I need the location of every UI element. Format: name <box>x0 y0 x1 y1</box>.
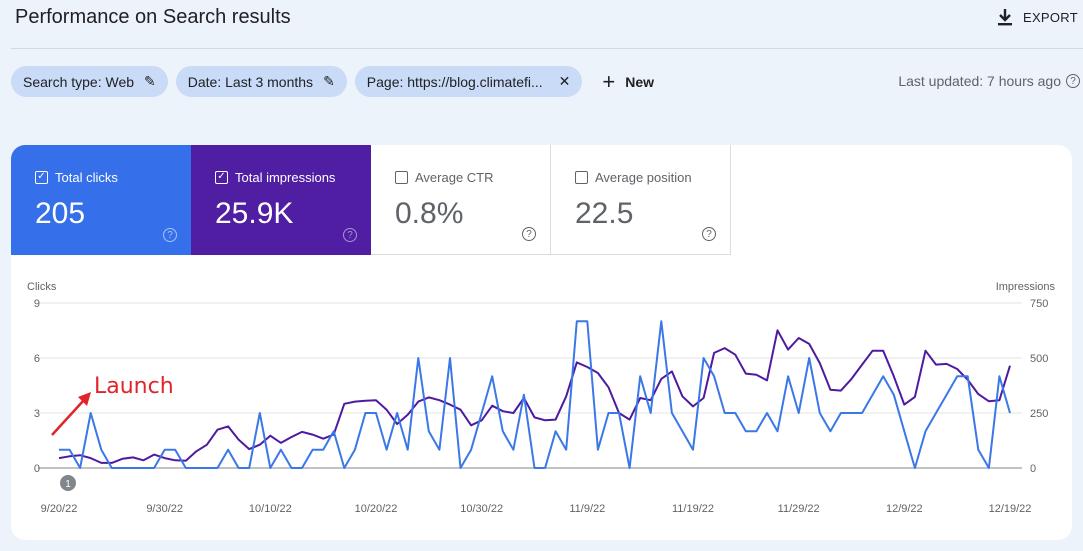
y-tick-right: 250 <box>1030 408 1048 420</box>
filter-label: Search type: Web <box>23 73 135 90</box>
last-updated-text: Last updated: 7 hours ago <box>898 73 1061 89</box>
metric-label: Average position <box>595 170 692 185</box>
filter-label: Page: https://blog.climatefi... <box>366 73 543 90</box>
metric-label: Average CTR <box>415 170 494 185</box>
plus-icon: + <box>602 68 616 94</box>
arrow-head <box>78 392 91 406</box>
x-tick: 12/19/22 <box>989 503 1032 515</box>
help-icon[interactable]: ? <box>1066 74 1080 88</box>
checkbox-unchecked-icon[interactable] <box>575 171 588 184</box>
new-filter-button[interactable]: + New <box>602 69 654 95</box>
pencil-icon[interactable]: ✎ <box>323 73 335 89</box>
x-tick: 10/10/22 <box>249 503 292 515</box>
help-icon[interactable]: ? <box>522 227 536 241</box>
page-title: Performance on Search results <box>15 6 291 28</box>
x-tick: 11/9/22 <box>569 503 605 515</box>
new-label: New <box>625 73 655 90</box>
arrow-icon <box>51 399 85 436</box>
filter-bar: Search type: Web ✎ Date: Last 3 months ✎ P… <box>11 66 654 97</box>
download-icon <box>997 9 1012 26</box>
y-tick-right: 750 <box>1030 298 1048 310</box>
x-tick: 11/29/22 <box>778 503 820 515</box>
metric-value: 0.8% <box>395 197 464 230</box>
y-axis-left-label: Clicks <box>27 281 57 293</box>
y-tick-left: 9 <box>34 298 40 310</box>
filter-chip-search-type[interactable]: Search type: Web ✎ <box>11 66 168 97</box>
metric-value: 205 <box>35 197 86 230</box>
metric-total-clicks[interactable]: ✓ Total clicks 205 ? <box>11 145 191 255</box>
series-line-clicks <box>59 320 1011 469</box>
filter-chip-date[interactable]: Date: Last 3 months ✎ <box>175 66 347 97</box>
x-tick: 9/30/22 <box>146 503 183 515</box>
filter-label: Date: Last 3 months <box>187 73 314 90</box>
divider <box>11 48 1083 49</box>
metric-label: Total impressions <box>235 170 336 185</box>
y-tick-left: 6 <box>34 353 40 365</box>
y-axis-right-label: Impressions <box>996 281 1056 293</box>
last-updated: Last updated: 7 hours ago? <box>898 73 1080 89</box>
annotation-marker-label: 1 <box>65 479 71 490</box>
filter-chip-page[interactable]: Page: https://blog.climatefi... ✕ <box>354 66 583 97</box>
close-icon[interactable]: ✕ <box>558 73 571 89</box>
y-tick-left: 0 <box>34 463 40 475</box>
annotation-marker[interactable]: 1 <box>60 475 76 491</box>
annotation-marker-circle[interactable] <box>60 475 76 491</box>
x-tick: 10/20/22 <box>355 503 398 515</box>
metric-average-position[interactable]: Average position 22.5 ? <box>551 145 731 255</box>
checkbox-checked-icon[interactable]: ✓ <box>35 171 48 184</box>
checkbox-unchecked-icon[interactable] <box>395 171 408 184</box>
x-tick: 11/19/22 <box>672 503 714 515</box>
performance-panel: ✓ Total clicks 205 ? ✓ Total impressions 2… <box>11 145 1072 540</box>
y-tick-right: 0 <box>1030 463 1036 475</box>
metric-average-ctr[interactable]: Average CTR 0.8% ? <box>371 145 551 255</box>
annotation-text: Launch <box>94 374 174 399</box>
x-tick: 10/30/22 <box>460 503 503 515</box>
help-icon[interactable]: ? <box>163 228 177 242</box>
checkbox-checked-icon[interactable]: ✓ <box>215 171 228 184</box>
pencil-icon[interactable]: ✎ <box>144 73 156 89</box>
metric-total-impressions[interactable]: ✓ Total impressions 25.9K ? <box>191 145 371 255</box>
launch-annotation: Launch <box>51 374 174 436</box>
y-tick-left: 3 <box>34 408 40 420</box>
export-button[interactable]: EXPORT <box>997 8 1078 26</box>
metric-label: Total clicks <box>55 170 118 185</box>
metric-value: 25.9K <box>215 197 294 230</box>
y-tick-right: 500 <box>1030 353 1048 365</box>
export-label: EXPORT <box>1022 9 1078 25</box>
help-icon[interactable]: ? <box>343 228 357 242</box>
help-icon[interactable]: ? <box>702 227 716 241</box>
metric-value: 22.5 <box>575 197 634 230</box>
series-line-impressions <box>58 329 1011 464</box>
x-tick: 9/20/22 <box>41 503 78 515</box>
x-tick: 12/9/22 <box>886 503 923 515</box>
